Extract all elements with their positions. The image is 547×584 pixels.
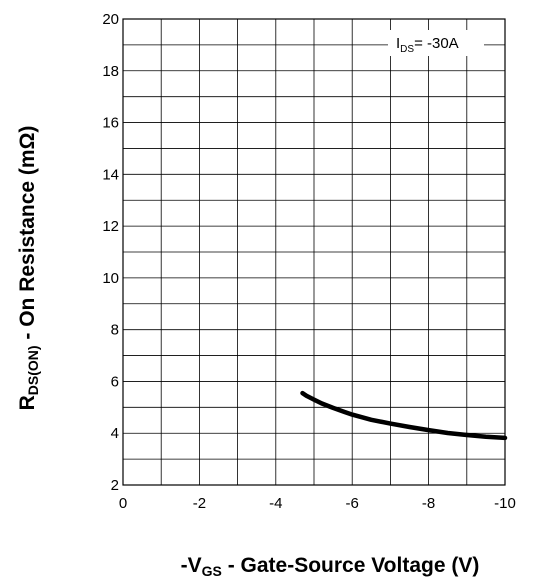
data-layer: [300, 390, 508, 441]
y-axis-title-main: R: [16, 395, 39, 410]
y-axis-title-rest: - On Resistance (mΩ): [16, 126, 39, 346]
y-tick-label: 2: [111, 477, 119, 494]
y-tick-label: 18: [102, 63, 119, 80]
annotation-subscript: DS: [400, 44, 414, 55]
x-tick-label: 0: [119, 495, 127, 512]
x-tick-label: -8: [422, 495, 435, 512]
plot-frame: [122, 18, 506, 486]
x-axis-title-rest: - Gate-Source Voltage (V): [222, 554, 480, 577]
current-annotation: IDS= -30A: [396, 35, 459, 55]
y-tick-label: 4: [111, 425, 119, 442]
annotation-background: [388, 30, 484, 56]
annotation-value: = -30A: [414, 35, 459, 52]
annotation-prefix: I: [396, 35, 400, 52]
x-axis-title: -VGS - Gate-Source Voltage (V): [181, 554, 480, 579]
x-axis-title-prefix: -V: [181, 554, 202, 577]
x-axis-title-subscript: GS: [202, 563, 222, 579]
tick-labels: 0 -2 -4 -6 -8 -10 2 4 6 8 10 12 14 16 18 20: [102, 11, 516, 512]
x-tick-label: -10: [494, 495, 516, 512]
y-axis-title: RDS(ON) - On Resistance (mΩ): [16, 126, 41, 411]
y-tick-label: 14: [102, 166, 119, 183]
y-tick-label: 6: [111, 373, 119, 390]
plot-border: [122, 18, 506, 486]
y-axis-title-subscript: DS(ON): [25, 345, 41, 395]
series-line: [300, 390, 508, 441]
x-tick-label: -2: [193, 495, 206, 512]
y-tick-label: 8: [111, 322, 119, 339]
y-tick-label: 12: [102, 218, 119, 235]
x-tick-label: -6: [346, 495, 359, 512]
y-tick-label: 16: [102, 115, 119, 132]
x-tick-label: -4: [269, 495, 282, 512]
y-tick-label: 10: [102, 270, 119, 287]
grid: [122, 18, 506, 486]
y-tick-label: 20: [102, 11, 119, 28]
